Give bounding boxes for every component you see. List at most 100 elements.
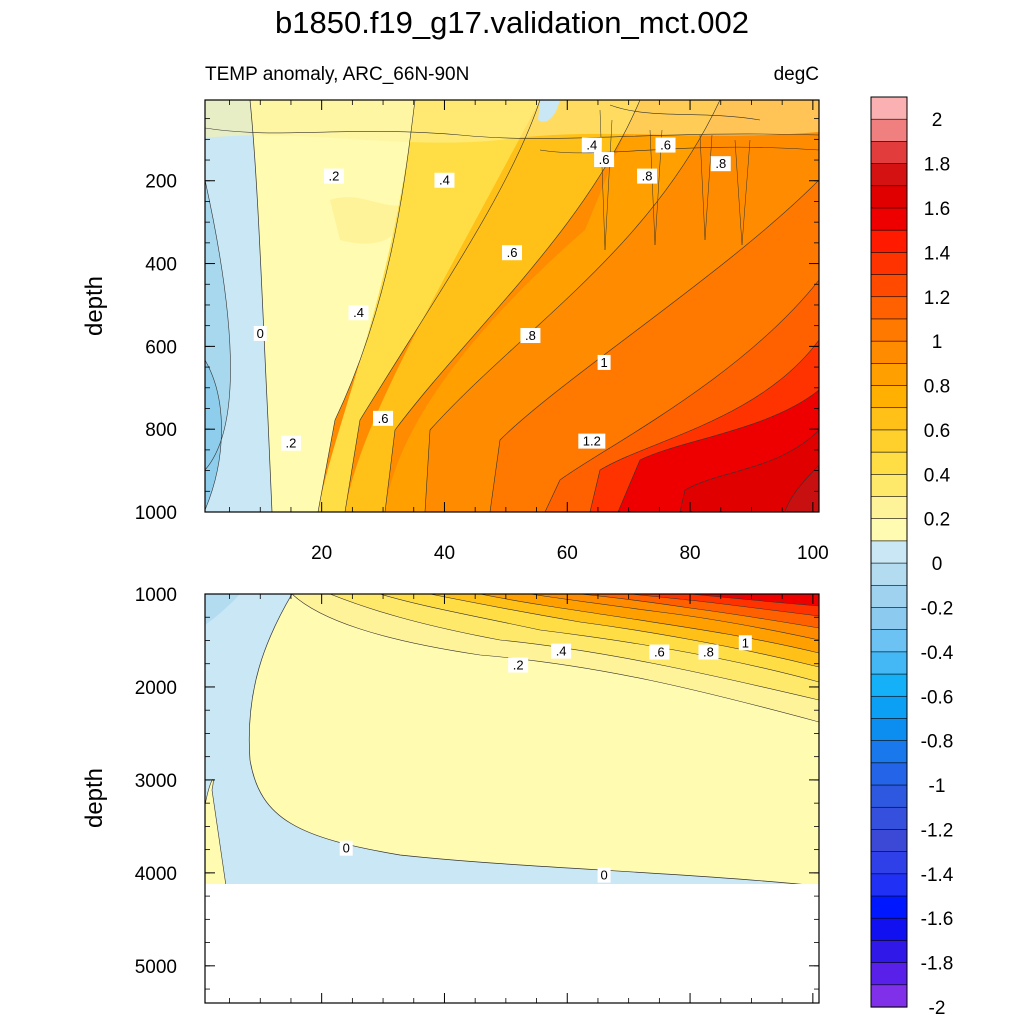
upper-ytick-label: 400	[145, 255, 177, 276]
upper-xtick-label: 60	[557, 543, 578, 564]
contour-label: 0	[343, 841, 350, 856]
lower-ytick-label: 4000	[135, 864, 177, 885]
upper-xtick-label: 80	[679, 543, 700, 564]
colorbar-swatch	[870, 762, 908, 786]
lower-contour-labels: .2 .4 .6 .8 1 0 0	[205, 635, 819, 1003]
colorbar-label: 0.8	[924, 377, 950, 398]
colorbar-swatch	[870, 540, 908, 564]
contour-label: .6	[660, 138, 671, 153]
colorbar-labels: 2 1.8 1.6 1.4 1.2 1 0.8 0.6 0.4 0.2 0 -0.2 -0.4 -0.6 -…	[921, 110, 954, 1019]
colorbar-swatch	[870, 829, 908, 853]
colorbar-swatch	[870, 274, 908, 298]
colorbar-swatch	[870, 851, 908, 875]
colorbar-label: -1.4	[921, 865, 954, 886]
contour-label-background	[738, 635, 752, 651]
colorbar-swatch	[870, 252, 908, 276]
colorbar-swatch	[870, 118, 908, 142]
lower-panel: .2 .4 .6 .8 1 0 0 1000 2000 3000 4000 5000 depth	[81, 585, 820, 1004]
contour-label-background	[649, 644, 670, 660]
colorbar-swatch	[870, 318, 908, 342]
contour-label-background	[520, 328, 541, 344]
contour-label-background	[502, 245, 522, 261]
contour-label: .2	[286, 436, 297, 451]
colorbar-swatch	[870, 185, 908, 209]
contour-label: 0	[257, 326, 264, 341]
colorbar-label: 0.6	[924, 421, 950, 442]
contour-label-background	[434, 172, 455, 188]
colorbar-swatch	[870, 229, 908, 253]
upper-xtick-label: 20	[311, 543, 332, 564]
contour-label: 1	[600, 355, 607, 370]
contour-label-background	[698, 644, 719, 660]
colorbar-swatch	[870, 629, 908, 653]
colorbar-label: -2	[929, 998, 946, 1019]
colorbar-swatch	[870, 584, 908, 609]
contour-label-background	[597, 354, 611, 370]
contour-label-background	[508, 657, 529, 673]
colorbar-swatch	[870, 141, 908, 165]
contour-label-background	[655, 137, 676, 153]
upper-xtick-label: 40	[434, 543, 455, 564]
upper-xtick-label: 100	[797, 543, 829, 564]
colorbar-swatch	[870, 163, 908, 187]
contour-label: .6	[378, 411, 389, 426]
upper-plot-frame	[204, 99, 820, 513]
colorbar-label: -1.2	[921, 820, 954, 841]
colorbar-swatch	[870, 385, 908, 409]
contour-label-background	[637, 168, 658, 184]
upper-axis-ticks: 20 40 60 80 100 200 400 600 800 1000	[135, 100, 829, 564]
colorbar-swatch	[870, 695, 908, 720]
colorbar-label: -0.8	[921, 732, 954, 753]
colorbar-swatch	[870, 562, 908, 586]
upper-ytick-label: 600	[145, 337, 177, 358]
colorbar-label: 0.4	[924, 465, 951, 486]
colorbar-label: 2	[932, 110, 943, 131]
upper-subtitle-right: degC	[774, 64, 819, 85]
contour-label-background	[253, 325, 267, 341]
colorbar-swatch	[870, 873, 908, 897]
colorbar-swatch	[870, 740, 908, 764]
lower-axis-ticks: 1000 2000 3000 4000 5000	[135, 585, 819, 1003]
ocean-floor-mask	[205, 884, 819, 1003]
colorbar-swatch	[870, 940, 908, 964]
colorbar-label: 1.6	[924, 199, 950, 220]
colorbar-swatch	[870, 429, 908, 453]
colorbar-label: 1.4	[924, 243, 951, 264]
contour-label: 1	[742, 635, 749, 650]
upper-ytick-label: 200	[145, 172, 177, 193]
lower-ytick-label: 5000	[135, 957, 177, 978]
contour-label: .8	[525, 328, 536, 343]
colorbar-swatch	[870, 806, 908, 831]
colorbar-label: -0.6	[921, 687, 954, 708]
upper-subtitle-left: TEMP anomaly, ARC_66N-90N	[205, 64, 469, 85]
contour-label: 0	[600, 868, 607, 883]
lower-plot-frame	[204, 593, 820, 1004]
contour-label-background	[581, 137, 602, 153]
lower-ytick-label: 3000	[135, 771, 177, 792]
colorbar-swatch	[870, 363, 908, 387]
lower-ytick-label: 2000	[135, 678, 177, 699]
contour-label: .8	[642, 169, 653, 184]
colorbar-swatch	[870, 784, 908, 808]
colorbar-label: 1.8	[924, 155, 950, 176]
contour-label: .6	[654, 645, 665, 660]
colorbar-swatch	[870, 651, 908, 675]
upper-contour-labels: .4.6.8.2.4.6.8.6.4.801.6.2 1.2	[253, 137, 731, 451]
contour-label-background	[597, 867, 611, 883]
contour-label: .8	[715, 156, 726, 171]
contour-label-background	[339, 840, 353, 856]
lower-y-axis-label: depth	[81, 768, 108, 828]
colorbar-swatch	[870, 607, 908, 631]
colorbar-label: 0	[932, 554, 943, 575]
contour-label: .4	[586, 138, 597, 153]
colorbar-swatch	[870, 474, 908, 498]
contour-label: .4	[556, 644, 567, 659]
contour-label-background	[551, 643, 572, 659]
upper-ytick-label: 800	[145, 420, 177, 441]
colorbar-label: -1	[929, 776, 946, 797]
contour-label-background	[280, 435, 301, 451]
colorbar-swatch	[870, 496, 908, 520]
contour-label-background	[348, 305, 369, 321]
colorbar-label: -0.4	[921, 643, 954, 664]
colorbar-label: -1.8	[921, 954, 954, 975]
